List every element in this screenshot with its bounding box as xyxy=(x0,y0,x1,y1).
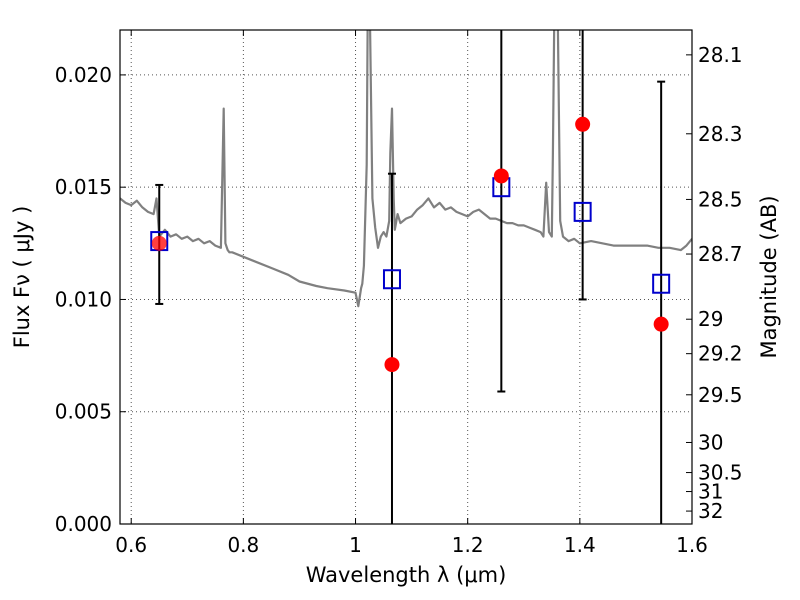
y2-tick-label: 29.5 xyxy=(698,383,743,407)
y2-tick-label: 28.1 xyxy=(698,43,743,67)
model-square xyxy=(573,201,592,222)
y2-axis-label: Magnitude (AB) xyxy=(757,195,781,358)
x-tick-label: 1.2 xyxy=(452,533,484,557)
observed-point xyxy=(384,357,400,373)
x-tick-label: 0.6 xyxy=(115,533,147,557)
y2-tick-label: 30 xyxy=(698,430,723,454)
y-tick-label: 0.005 xyxy=(55,400,112,424)
plot-area xyxy=(120,30,692,524)
grid-lines xyxy=(120,30,693,524)
y2-tick-label: 31 xyxy=(698,480,723,504)
plot-frame xyxy=(119,29,693,525)
y2-tick-label: 29.2 xyxy=(698,342,743,366)
y2-tick-label: 30.5 xyxy=(698,461,743,485)
x-axis-label: Wavelength λ (μm) xyxy=(306,563,507,587)
y2-tick-label: 32 xyxy=(698,499,723,523)
x-tick-label: 0.8 xyxy=(227,533,259,557)
y2-tick-label: 28.7 xyxy=(698,242,743,266)
y-tick-label: 0.020 xyxy=(55,63,112,87)
observed-point xyxy=(653,316,669,332)
observed-point xyxy=(493,168,509,184)
y-axis-label: Flux Fν ( μJy ) xyxy=(10,206,34,349)
y2-tick-label: 28.5 xyxy=(698,187,743,211)
y-tick-label: 0.010 xyxy=(55,287,112,311)
model-square xyxy=(652,273,671,294)
y-tick-label: 0.000 xyxy=(55,512,112,536)
x-tick-label: 1 xyxy=(349,533,362,557)
observed-point xyxy=(575,116,591,132)
y2-tick-label: 28.3 xyxy=(698,122,743,146)
model-square xyxy=(382,269,401,290)
observed-point xyxy=(151,235,167,251)
y-tick-label: 0.015 xyxy=(55,175,112,199)
x-tick-label: 1.6 xyxy=(676,533,708,557)
x-tick-label: 1.4 xyxy=(564,533,596,557)
spectrum-line xyxy=(120,30,692,308)
axis-ticks: 0.6 0.8 1 1.2 1.4 1.6 0.000 0.005 0.010 0.015 0.02… xyxy=(55,30,743,557)
y2-tick-label: 29 xyxy=(698,307,723,331)
